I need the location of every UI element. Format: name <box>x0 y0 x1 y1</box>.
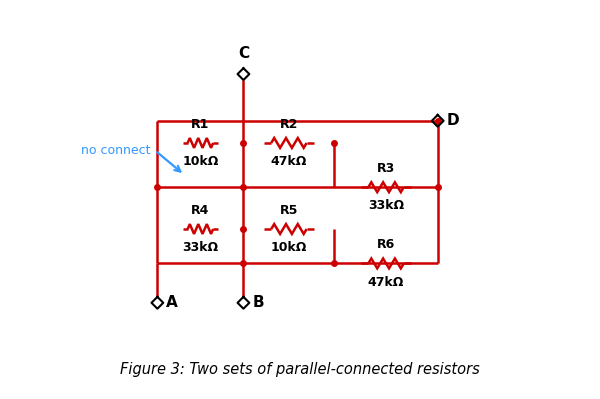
Text: B: B <box>252 295 264 310</box>
Text: R6: R6 <box>377 238 395 251</box>
Text: Figure 3: Two sets of parallel-connected resistors: Figure 3: Two sets of parallel-connected… <box>120 361 480 377</box>
Text: R4: R4 <box>191 204 209 217</box>
Text: 33kΩ: 33kΩ <box>368 200 404 213</box>
Text: 47kΩ: 47kΩ <box>271 155 307 168</box>
Text: 10kΩ: 10kΩ <box>182 155 218 168</box>
Text: C: C <box>238 46 249 61</box>
Text: R5: R5 <box>280 204 298 217</box>
Text: 47kΩ: 47kΩ <box>368 276 404 289</box>
Text: no connect: no connect <box>81 144 151 157</box>
Text: A: A <box>166 295 178 310</box>
Text: 33kΩ: 33kΩ <box>182 241 218 254</box>
Text: R3: R3 <box>377 162 395 175</box>
Text: D: D <box>446 113 459 128</box>
Text: 10kΩ: 10kΩ <box>271 241 307 254</box>
Text: R2: R2 <box>280 118 298 130</box>
Text: R1: R1 <box>191 118 209 130</box>
